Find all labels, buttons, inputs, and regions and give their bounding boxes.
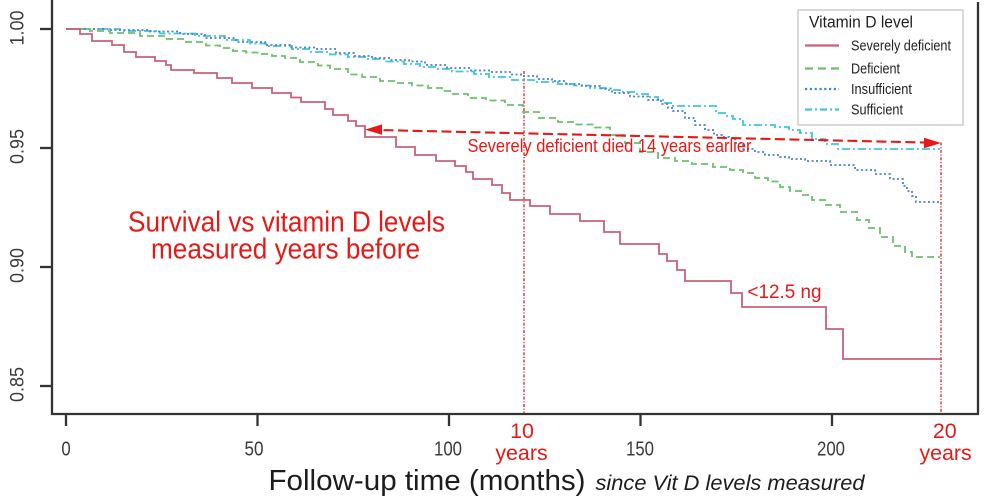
svg-text:Vitamin D level: Vitamin D level <box>809 14 913 32</box>
svg-text:Sufficient: Sufficient <box>851 103 903 119</box>
svg-text:150: 150 <box>626 439 654 461</box>
svg-text:<12.5 ng: <12.5 ng <box>748 281 822 303</box>
svg-text:0.95: 0.95 <box>8 129 29 164</box>
svg-text:1.00: 1.00 <box>8 11 29 46</box>
svg-text:Severely deficient died 14 yea: Severely deficient died 14 years earlier <box>468 135 752 156</box>
svg-text:measured years before: measured years before <box>151 234 420 266</box>
svg-text:10: 10 <box>510 419 534 443</box>
svg-text:0.85: 0.85 <box>8 367 29 402</box>
svg-text:0: 0 <box>61 439 70 461</box>
svg-text:200: 200 <box>817 439 845 461</box>
svg-text:Follow-up time (months): Follow-up time (months) <box>269 465 586 497</box>
svg-text:years: years <box>495 441 547 465</box>
svg-text:100: 100 <box>434 439 462 461</box>
svg-text:0.90: 0.90 <box>8 248 29 283</box>
svg-text:50: 50 <box>245 439 264 461</box>
svg-text:Insufficient: Insufficient <box>851 82 912 98</box>
svg-text:Survival vs vitamin D levels: Survival vs vitamin D levels <box>128 207 445 239</box>
svg-text:Severely deficient: Severely deficient <box>851 39 951 55</box>
svg-text:since Vit D levels measured: since Vit D levels measured <box>596 471 866 495</box>
svg-text:years: years <box>919 441 971 465</box>
svg-text:Deficient: Deficient <box>851 62 900 78</box>
svg-text:20: 20 <box>933 419 957 443</box>
